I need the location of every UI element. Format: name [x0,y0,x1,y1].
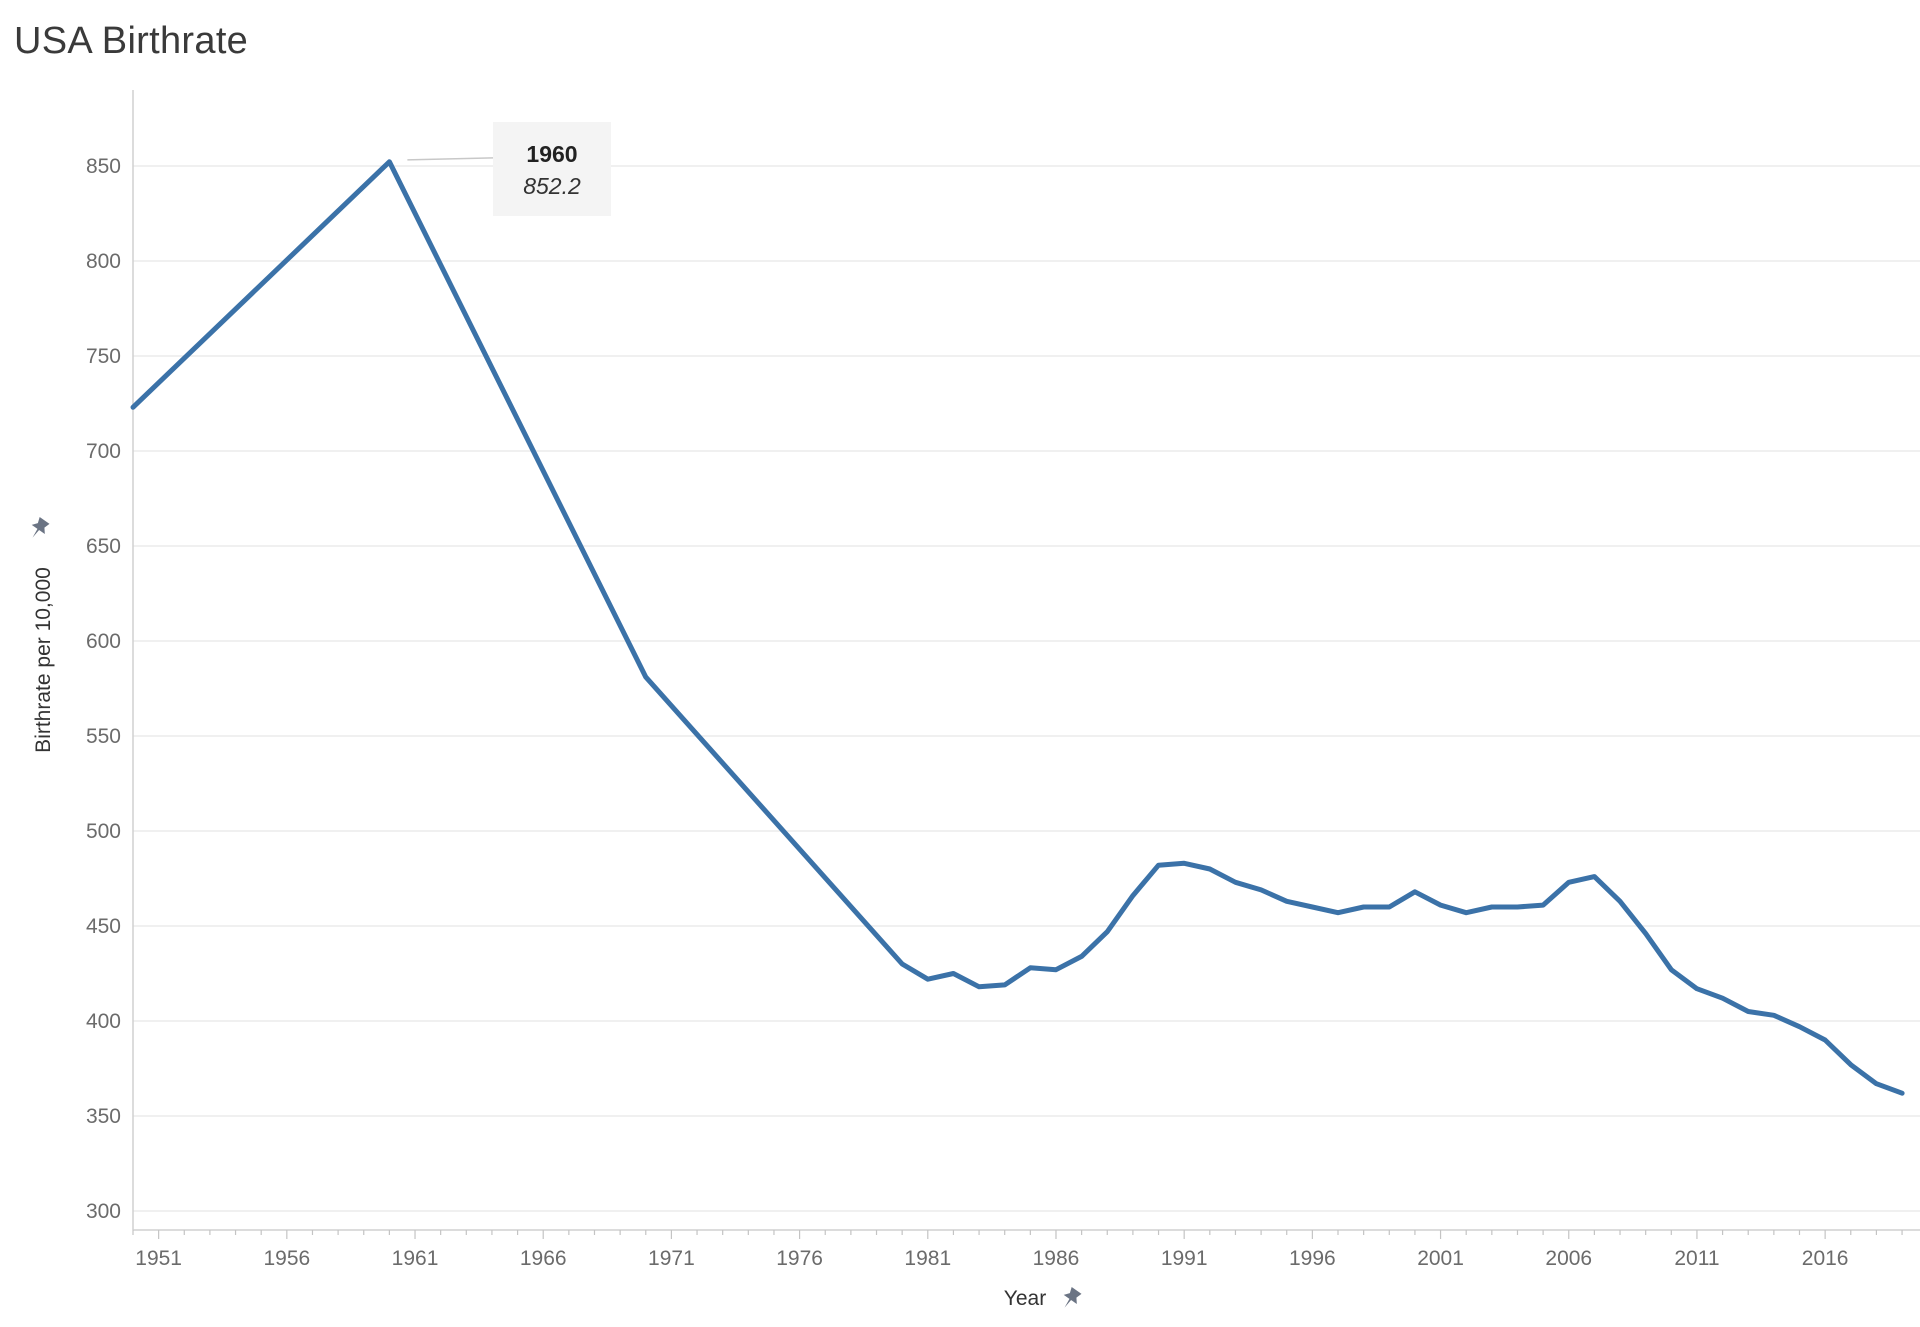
x-tick-label: 1981 [904,1247,951,1270]
data-point[interactable] [385,158,393,166]
x-tick-label: 2016 [1802,1247,1849,1270]
data-point[interactable] [1334,909,1342,917]
x-tick-label: 1991 [1161,1247,1208,1270]
data-point[interactable] [129,403,137,411]
data-point[interactable] [1360,903,1368,911]
data-point[interactable] [1590,873,1598,881]
y-tick-label: 300 [86,1200,121,1223]
gridlines [133,165,1920,1212]
y-tick-label: 600 [86,630,121,653]
y-tick-label: 850 [86,155,121,178]
x-tick-labels: 1951 1956 1961 1966 1971 1976 1981 1986 1991 1996… [135,1247,1848,1270]
data-point[interactable] [1565,878,1573,886]
data-point[interactable] [1539,901,1547,909]
data-point[interactable] [1231,878,1239,886]
data-point[interactable] [1821,1036,1829,1044]
data-point[interactable] [1642,930,1650,938]
tooltip: 1960 852.2 [407,122,611,216]
x-tick-label: 1966 [520,1247,567,1270]
data-point[interactable] [1462,909,1470,917]
data-point[interactable] [1744,1008,1752,1016]
series-line[interactable] [130,159,1905,1096]
data-point[interactable] [1078,952,1086,960]
y-tick-label: 400 [86,1010,121,1033]
data-point[interactable] [1103,928,1111,936]
x-tick-label: 1951 [135,1247,182,1270]
tooltip-box [493,122,611,216]
y-tick-label: 800 [86,250,121,273]
data-point[interactable] [642,673,650,681]
y-axis-pin-icon[interactable] [26,516,51,542]
data-point[interactable] [1616,897,1624,905]
data-point[interactable] [924,975,932,983]
data-point[interactable] [1693,985,1701,993]
data-point[interactable] [1257,886,1265,894]
data-point[interactable] [1898,1089,1906,1097]
data-point[interactable] [1001,981,1009,989]
data-point[interactable] [1129,892,1137,900]
page-title: USA Birthrate [14,20,249,62]
y-axis-title: Birthrate per 10,000 [32,567,55,753]
y-tick-label: 700 [86,440,121,463]
data-point[interactable] [1795,1023,1803,1031]
x-axis-pin-icon[interactable] [1058,1286,1083,1312]
data-point[interactable] [1026,964,1034,972]
data-point[interactable] [1667,966,1675,974]
x-tick-label: 1986 [1033,1247,1080,1270]
x-axis-title: Year [1004,1287,1046,1310]
y-tick-label: 450 [86,915,121,938]
tooltip-year: 1960 [526,141,577,167]
data-point[interactable] [1052,966,1060,974]
y-tick-label: 500 [86,820,121,843]
series-layer [129,158,1906,1097]
data-point[interactable] [1180,859,1188,867]
x-tick-label: 2001 [1417,1247,1464,1270]
data-point[interactable] [1437,901,1445,909]
data-point[interactable] [1719,994,1727,1002]
data-point[interactable] [975,983,983,991]
x-tick-label: 1996 [1289,1247,1336,1270]
y-tick-label: 350 [86,1105,121,1128]
data-point[interactable] [1513,903,1521,911]
tooltip-value: 852.2 [523,173,581,199]
data-point[interactable] [1411,888,1419,896]
y-tick-label: 550 [86,725,121,748]
x-tick-label: 2011 [1674,1247,1719,1270]
x-tick-label: 1976 [776,1247,823,1270]
data-point[interactable] [949,970,957,978]
y-tick-labels: 300 350 400 450 500 550 600 650 700 750 800 850 [86,155,121,1223]
data-point[interactable] [1872,1080,1880,1088]
data-point[interactable] [1488,903,1496,911]
data-point[interactable] [1385,903,1393,911]
tooltip-leader-line [407,157,494,161]
data-point[interactable] [1283,897,1291,905]
x-tick-label: 2006 [1545,1247,1592,1270]
x-tick-label: 1956 [263,1247,310,1270]
data-point[interactable] [1206,865,1214,873]
data-point[interactable] [1155,861,1163,869]
data-point[interactable] [898,960,906,968]
data-point[interactable] [1770,1011,1778,1019]
axes [132,90,1920,1239]
y-tick-label: 750 [86,345,121,368]
x-tick-label: 1971 [648,1247,695,1270]
data-point[interactable] [1308,903,1316,911]
y-tick-label: 650 [86,535,121,558]
data-point[interactable] [1847,1061,1855,1069]
x-tick-label: 1961 [392,1247,439,1270]
